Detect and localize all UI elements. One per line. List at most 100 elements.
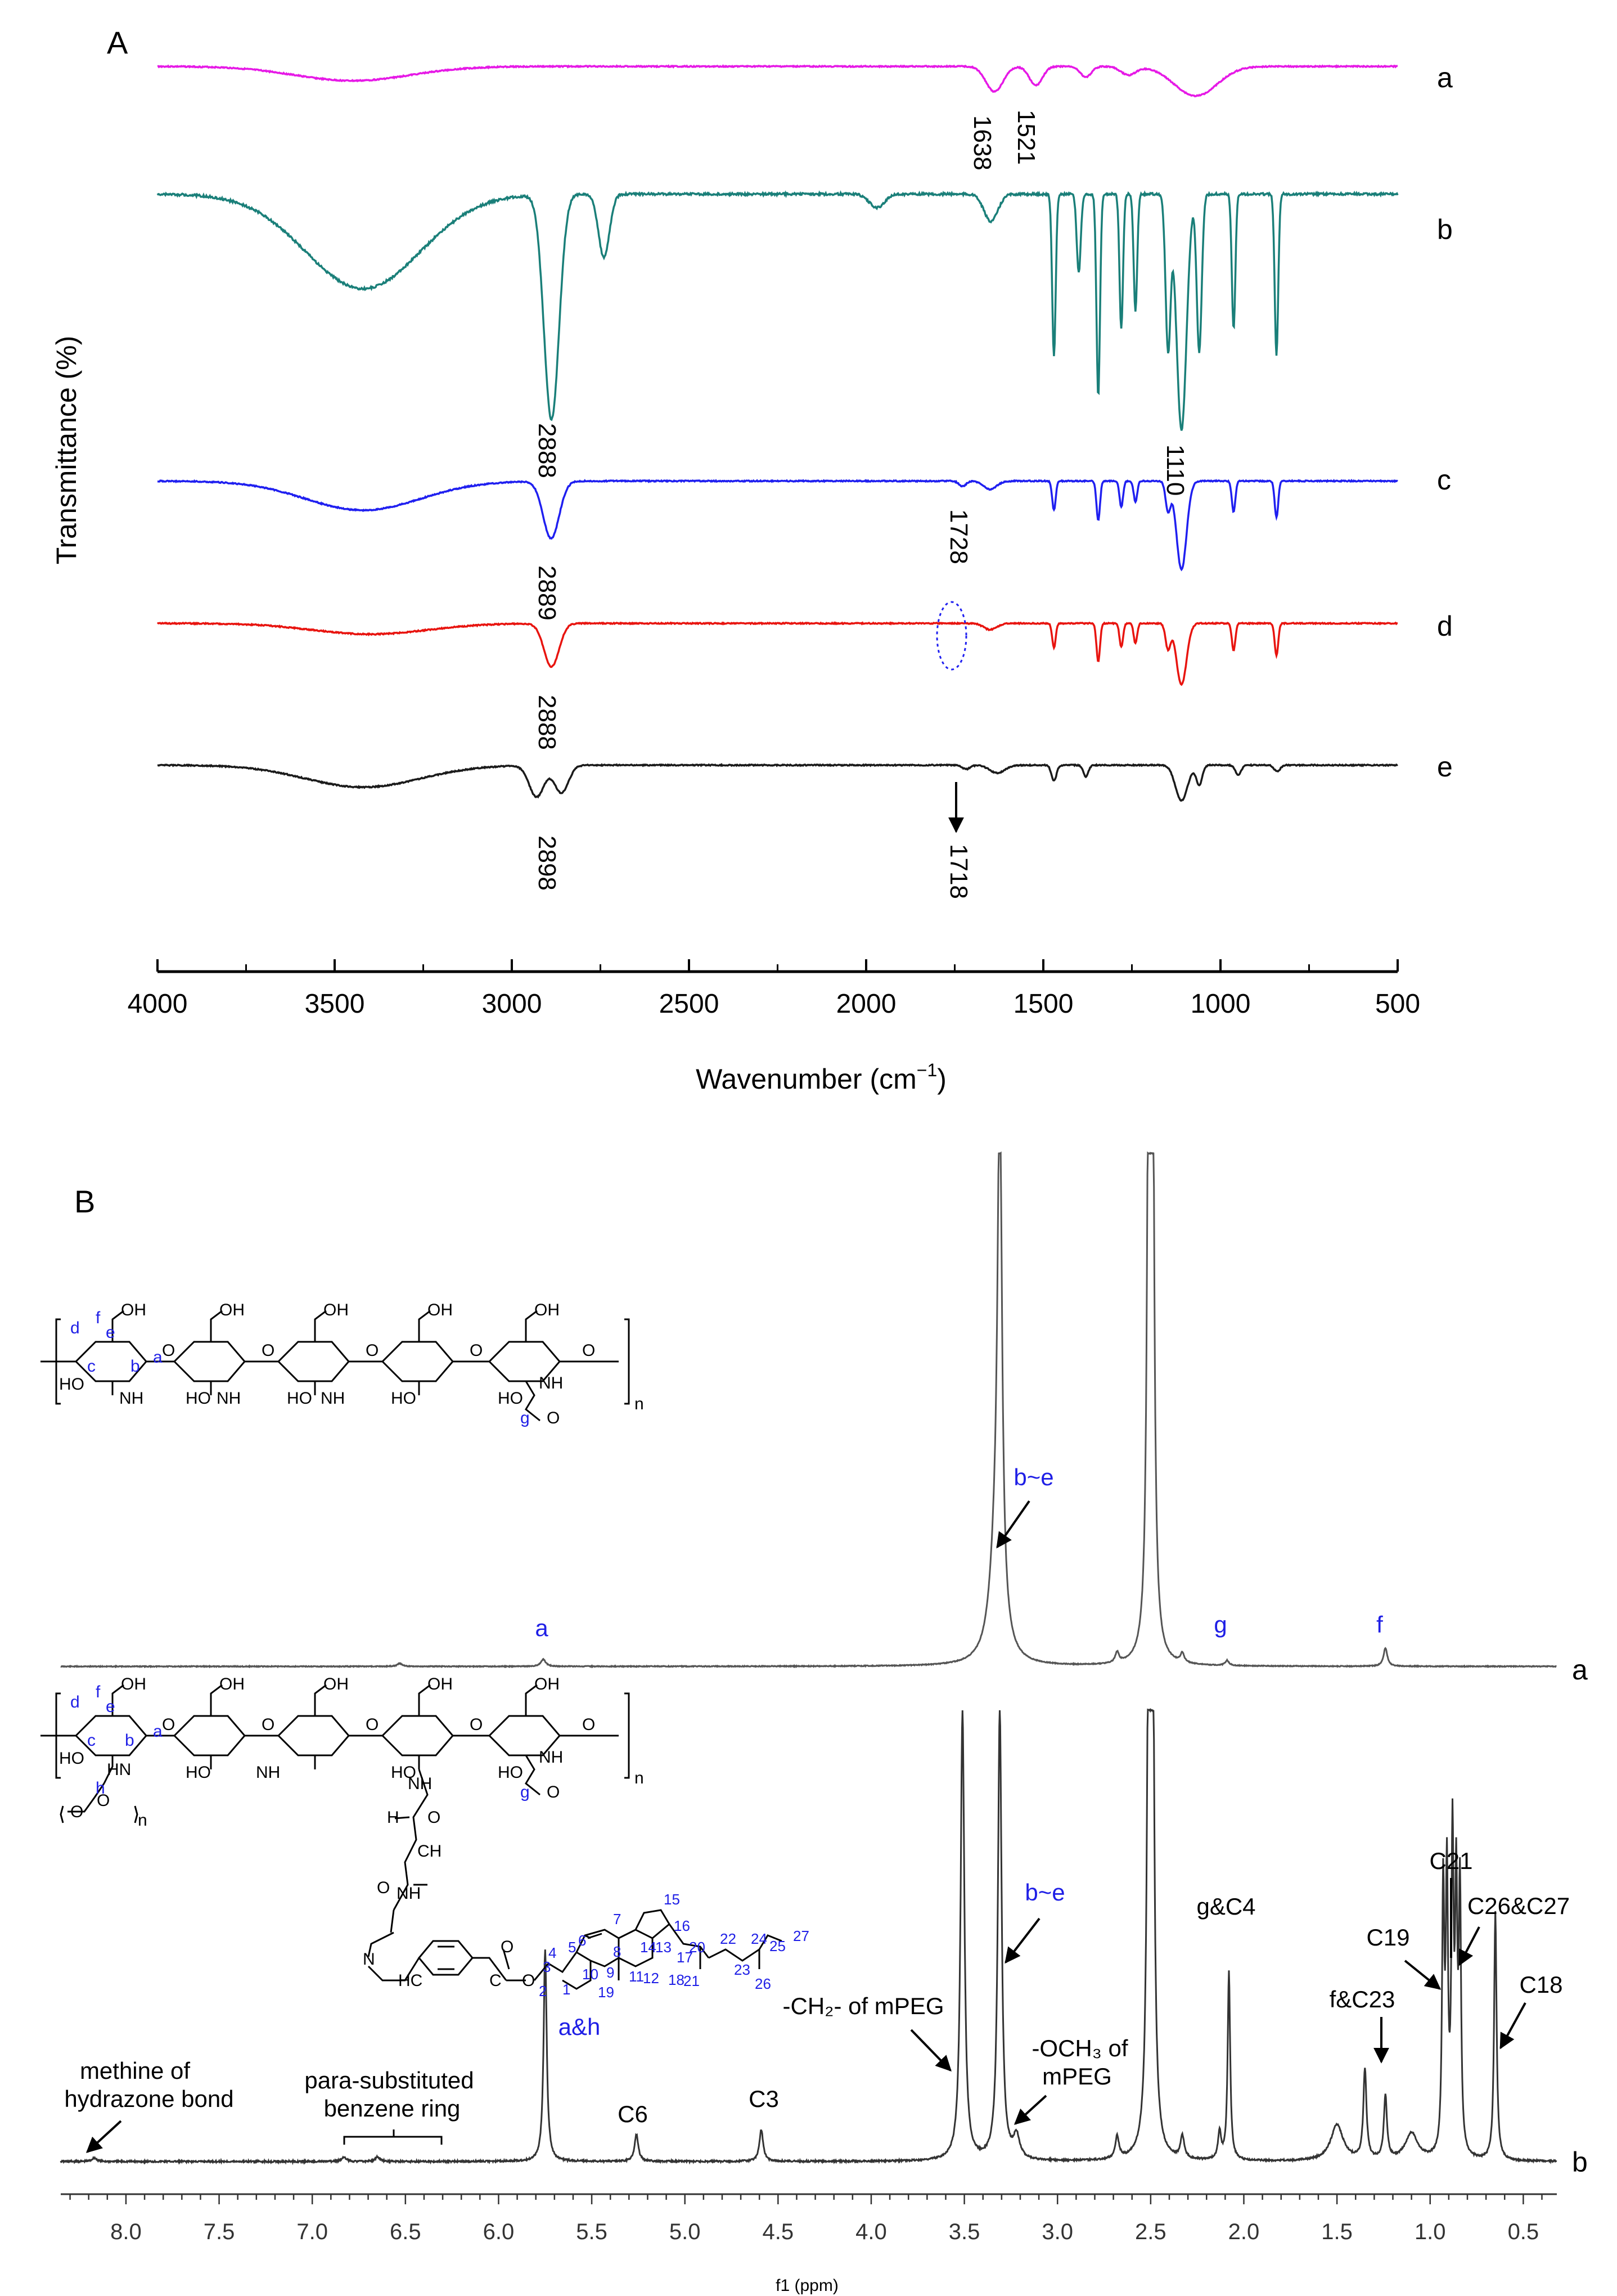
s1-label-b: b <box>130 1357 140 1376</box>
s1-atom-o-4: O <box>470 1341 483 1360</box>
steroid-number-21: 21 <box>683 1973 700 1989</box>
s2-atom-o-8: O <box>377 1879 390 1897</box>
trace-label-a: a <box>1437 62 1453 93</box>
nmr-b-label-para-2: benzene ring <box>324 2095 461 2122</box>
s2-steroid <box>533 1909 782 1990</box>
ftir-traces <box>156 64 1399 802</box>
annotation-d-2888: 2888 <box>533 695 561 750</box>
s1-atom-nh2-3: NH <box>321 1389 345 1408</box>
nmr-b-label-c3: C3 <box>749 2086 779 2112</box>
steroid-number-6: 6 <box>578 1932 586 1949</box>
s1-backbone <box>40 1341 619 1382</box>
s2-atom-o-9: O <box>97 1791 110 1810</box>
s1-atom-oh-3: OH <box>323 1301 349 1319</box>
steroid-number-10: 10 <box>582 1966 598 1983</box>
s2-atom-ho-2: HO <box>186 1763 211 1782</box>
s2-atom-o-7: O <box>427 1808 440 1827</box>
s1-atom-o-6: O <box>547 1409 560 1427</box>
s1-atom-ho-4: HO <box>391 1389 416 1408</box>
nmr-b-label-para-1: para-substituted <box>304 2067 474 2093</box>
steroid-number-9: 9 <box>606 1964 614 1981</box>
ftir-trace-a <box>157 64 1398 98</box>
s2-atom-oh-5: OH <box>534 1675 560 1693</box>
nmr-tick-label-4.5: 4.5 <box>763 2219 794 2244</box>
s1-atom-o-1: O <box>162 1341 175 1360</box>
nmr-b-label-be: b~e <box>1025 1879 1065 1906</box>
steroid-number-23: 23 <box>734 1961 750 1978</box>
s2-atom-o-6: O <box>547 1783 560 1801</box>
annotation-c-1728: 1728 <box>945 509 972 564</box>
ftir-x-axis-label-main: Wavenumber (cm <box>696 1063 917 1095</box>
nmr-b-label-fc23: f&C23 <box>1330 1986 1395 2012</box>
ftir-tick-label-2000: 2000 <box>836 989 897 1019</box>
s1-label-c: c <box>87 1357 96 1376</box>
s2-label-h: h <box>96 1779 105 1798</box>
s1-atom-oh-5: OH <box>534 1301 560 1319</box>
annotation-e-2898: 2898 <box>533 835 561 891</box>
s2-benzene <box>418 1940 526 1982</box>
s2-atom-ho-4: HO <box>498 1763 523 1782</box>
s2-atom-o-5: O <box>582 1715 595 1734</box>
steroid-number-5: 5 <box>568 1939 576 1956</box>
s2-label-a: a <box>153 1722 163 1741</box>
ftir-trace-b <box>156 190 1399 431</box>
s2-substituents <box>103 1684 540 1796</box>
nmr-traces <box>60 1151 1557 2165</box>
ftir-tick-label-3500: 3500 <box>305 989 365 1019</box>
trace-label-e: e <box>1437 751 1453 783</box>
nmr-tick-label-2.5: 2.5 <box>1135 2219 1166 2244</box>
nmr-tick-label-5: 5.0 <box>669 2219 701 2244</box>
s2-label-g: g <box>520 1783 530 1801</box>
nmr-b-label-c21: C21 <box>1429 1848 1472 1874</box>
s2-atom-h2c: H <box>387 1808 399 1827</box>
s2-atom-n: N <box>363 1950 375 1969</box>
nmr-b-label-och3-1: -OCH₃ of <box>1032 2035 1128 2061</box>
nmr-tick-label-8: 8.0 <box>110 2219 142 2244</box>
ftir-ticks: 4000 3500 3000 2500 2000 1500 1000 500 <box>128 959 1420 1019</box>
s2-atom-oh-2: OH <box>219 1675 245 1693</box>
annotation-c-2889: 2889 <box>533 565 561 621</box>
s1-atom-oh-1: OH <box>121 1301 146 1319</box>
nmr-b-arrow-c19 <box>1404 1960 1442 1990</box>
s2-atom-o-2: O <box>262 1715 274 1734</box>
s2-label-n-2: n <box>138 1811 147 1830</box>
nmr-tick-label-3.5: 3.5 <box>949 2219 980 2244</box>
nmr-b-label-methine-2: hydrazone bond <box>64 2086 233 2112</box>
structure-conjugate-labels: d f e c b a h g n n OH OH OH OH OH HO HO… <box>59 1675 644 1990</box>
structure-chitosan-labels: d f e c b a g n OH OH OH OH OH HO HO HO … <box>59 1301 644 1427</box>
annotation-e-1718: 1718 <box>945 844 972 899</box>
s1-substituents <box>111 1310 540 1422</box>
steroid-number-13: 13 <box>655 1939 672 1956</box>
structure-chitosan <box>40 1310 630 1422</box>
steroid-number-14: 14 <box>640 1939 656 1956</box>
s2-atom-oh-1: OH <box>121 1675 146 1693</box>
s2-label-b: b <box>125 1731 134 1750</box>
s2-label-c: c <box>87 1731 96 1750</box>
nmr-tick-label-6.5: 6.5 <box>390 2219 421 2244</box>
steroid-number-16: 16 <box>674 1917 690 1934</box>
nmr-x-axis-label: f1 (ppm) <box>776 2276 839 2295</box>
s2-atom-nh-2: NH <box>539 1748 563 1767</box>
nmr-b-label-methine-1: methine of <box>80 2057 190 2084</box>
s2-atom-o-11: O <box>501 1938 514 1956</box>
steroid-number-3: 3 <box>543 1958 551 1975</box>
nmr-b-arrow-c2627 <box>1458 1926 1480 1966</box>
s2-atom-o-12: O <box>522 1971 535 1990</box>
nmr-b-label-c19: C19 <box>1366 1924 1409 1951</box>
s2-label-e: e <box>106 1697 115 1716</box>
s2-label-d: d <box>70 1693 80 1711</box>
s2-atom-oh-3: OH <box>323 1675 349 1693</box>
s1-atom-o-3: O <box>366 1341 379 1360</box>
ftir-trace-c <box>157 479 1398 572</box>
ftir-tick-label-2500: 2500 <box>659 989 719 1019</box>
s2-backbone <box>40 1715 619 1756</box>
nmr-b-label-och3-2: mPEG <box>1042 2063 1112 2090</box>
s2-atom-o-3: O <box>366 1715 379 1734</box>
s2-atom-ho-1: HO <box>59 1749 84 1768</box>
s1-atom-nh2-2: NH <box>217 1389 241 1408</box>
nmr-tick-label-1.5: 1.5 <box>1321 2219 1353 2244</box>
ftir-tick-label-3000: 3000 <box>482 989 542 1019</box>
ftir-x-axis-label-sup: −1 <box>917 1060 937 1080</box>
structure-conjugate <box>40 1684 782 1990</box>
